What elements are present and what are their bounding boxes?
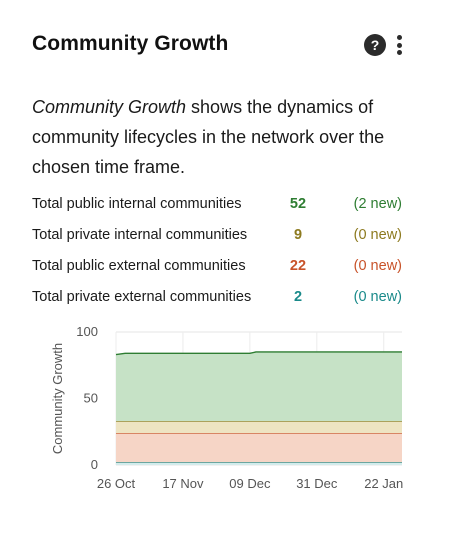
stat-new-count: (0 new)	[353, 289, 402, 305]
stat-new-count: (0 new)	[353, 258, 402, 274]
stat-row: Total public internal communities 52 (2 …	[32, 196, 412, 227]
stat-label: Total private internal communities	[32, 227, 248, 243]
stat-row: Total private external communities 2 (0 …	[32, 289, 412, 320]
more-dot	[396, 50, 402, 55]
series-area-public_external	[116, 433, 402, 463]
stat-label: Total private external communities	[32, 289, 252, 305]
y-tick-label: 100	[76, 324, 98, 339]
x-tick-label: 22 Jan	[364, 476, 403, 491]
more-dot	[396, 35, 402, 40]
stat-new-count: (2 new)	[353, 196, 402, 212]
y-axis-label: Community Growth	[50, 343, 65, 454]
community-growth-chart: 0 50 100 26 Oct 17 Nov 09 Dec 31 Dec 22 Jan Comm…	[50, 324, 403, 491]
stat-label: Total public internal communities	[32, 196, 242, 212]
stat-row: Total public external communities 22 (0 …	[32, 258, 412, 289]
more-options-icon[interactable]	[392, 35, 406, 57]
more-dot	[396, 42, 402, 48]
stat-value: 2	[293, 289, 303, 305]
widget-title: Community Growth	[32, 32, 229, 55]
stat-new-count: (0 new)	[353, 227, 402, 243]
y-tick-label: 50	[84, 391, 98, 406]
description-text: shows the dynamics of community lifecycl…	[32, 97, 385, 177]
stat-label: Total public external communities	[32, 258, 246, 274]
help-icon[interactable]: ?	[364, 34, 386, 56]
x-tick-label: 09 Dec	[229, 476, 271, 491]
series-area-public_internal	[116, 351, 402, 422]
stat-value: 22	[289, 258, 307, 274]
x-tick-label: 26 Oct	[97, 476, 136, 491]
x-tick-label: 31 Dec	[296, 476, 338, 491]
stat-value: 52	[289, 196, 307, 212]
widget-description: Community Growth shows the dynamics of c…	[32, 92, 412, 182]
stat-row: Total private internal communities 9 (0 …	[32, 227, 412, 258]
series-line-public_internal	[115, 351, 402, 356]
stats-list: Total public internal communities 52 (2 …	[32, 196, 412, 320]
x-tick-label: 17 Nov	[162, 476, 204, 491]
y-tick-label: 0	[91, 457, 98, 472]
stat-value: 9	[293, 227, 303, 243]
series-area-private_internal	[116, 421, 402, 434]
description-italic: Community Growth	[32, 97, 187, 117]
